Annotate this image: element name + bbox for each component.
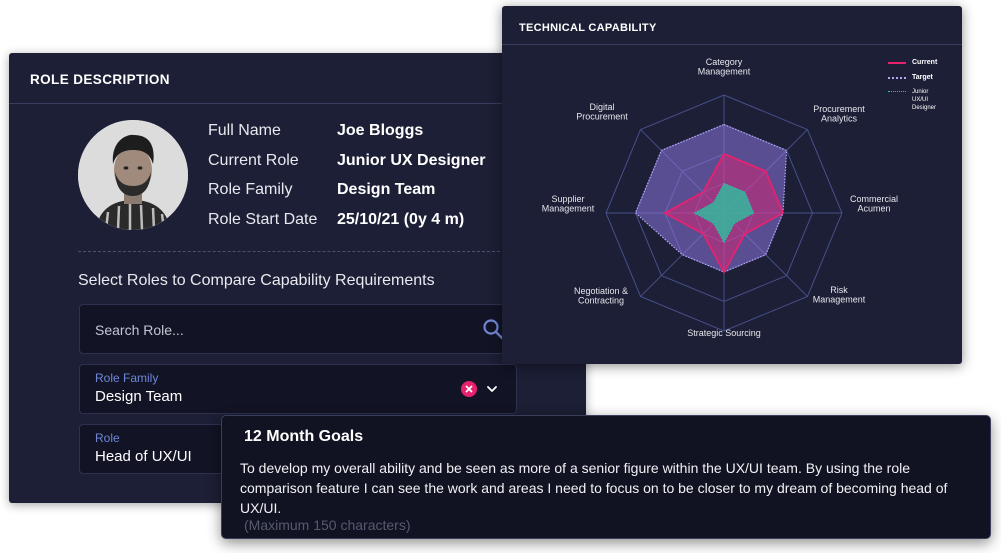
role-family-select-label: Role Family xyxy=(95,371,159,385)
role-family-select-value: Design Team xyxy=(95,388,183,405)
role-start-date-value: 25/10/21 (0y 4 m) xyxy=(337,211,465,228)
full-name-label: Full Name xyxy=(208,122,281,139)
search-icon[interactable] xyxy=(482,318,504,340)
clear-icon[interactable] xyxy=(461,381,477,397)
radar-series-junior-ux-ui-designer xyxy=(693,182,755,244)
radar-axis-label-category-management: Category Management xyxy=(698,57,751,77)
role-start-date-label: Role Start Date xyxy=(208,211,318,228)
legend-swatch-target xyxy=(888,77,906,79)
radar-axis-label-digital-procurement: Digital Procurement xyxy=(576,102,628,122)
current-role-value: Junior UX Designer xyxy=(337,152,486,169)
radar-axis-label-negotiation-contracting: Negotiation & Contracting xyxy=(574,286,628,306)
full-name-value: Joe Bloggs xyxy=(337,122,424,139)
radar-axis-label-supplier-management: Supplier Management xyxy=(542,194,595,214)
goals-textarea[interactable]: To develop my overall ability and be see… xyxy=(240,460,948,516)
role-family-label: Role Family xyxy=(208,181,293,198)
radar-axis-label-commercial-acumen: Commercial Acumen xyxy=(850,194,898,214)
current-role-label: Current Role xyxy=(208,152,299,169)
technical-capability-title: TECHNICAL CAPABILITY xyxy=(502,6,962,45)
goals-character-hint: (Maximum 150 characters) xyxy=(244,517,411,533)
legend-label-current: Current xyxy=(912,59,938,66)
goals-title: 12 Month Goals xyxy=(244,428,364,445)
legend-label-junior: Junior UX/UI Designer xyxy=(912,89,937,111)
chevron-down-icon[interactable] xyxy=(486,384,498,394)
radar-chart: Category Management Procurement Analytics Co… xyxy=(542,57,898,338)
role-description-title: ROLE DESCRIPTION xyxy=(9,53,586,104)
legend-swatch-current xyxy=(888,62,906,64)
search-role-placeholder: Search Role... xyxy=(95,322,184,338)
radar-axis-label-procurement-analytics: Procurement Analytics xyxy=(813,104,865,124)
technical-capability-card: TECHNICAL CAPABILITY Category Management P… xyxy=(502,6,962,364)
legend-label-target: Target xyxy=(912,74,933,81)
role-family-select[interactable]: Role Family Design Team xyxy=(79,364,517,414)
legend-swatch-junior xyxy=(888,91,906,92)
avatar-photo xyxy=(78,120,188,230)
compare-roles-title: Select Roles to Compare Capability Requi… xyxy=(78,272,435,289)
section-divider xyxy=(78,251,500,252)
radar-series-target xyxy=(634,123,788,273)
role-select-label: Role xyxy=(95,431,120,445)
goals-card[interactable]: 12 Month Goals To develop my overall abi… xyxy=(221,415,991,539)
radar-axis-label-strategic-sourcing: Strategic Sourcing xyxy=(687,328,761,338)
avatar xyxy=(78,120,188,230)
radar-axis-label-risk-management: Risk Management xyxy=(813,285,866,305)
role-family-value: Design Team xyxy=(337,181,436,198)
role-select-value: Head of UX/UI xyxy=(95,448,192,465)
search-role-input[interactable]: Search Role... xyxy=(79,304,517,354)
